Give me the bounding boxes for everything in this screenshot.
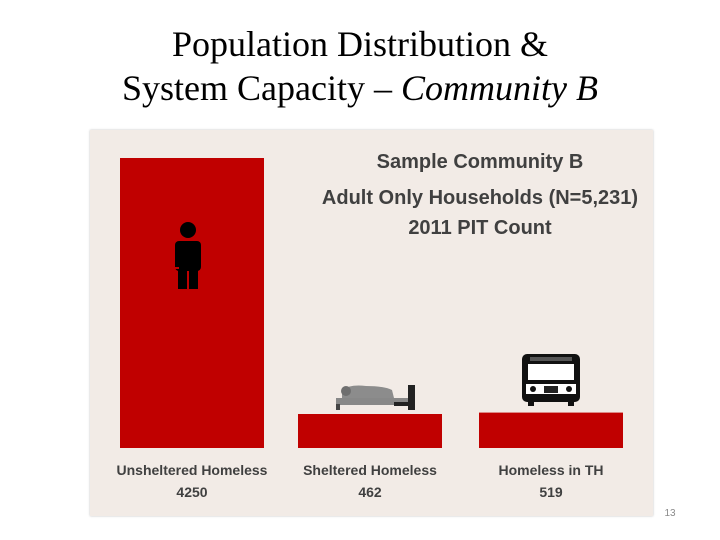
category-label-sheltered: Sheltered Homeless: [303, 462, 437, 478]
bar-unsheltered: [120, 158, 264, 448]
chart-title-line-2: Adult Only Households (N=5,231): [322, 187, 638, 209]
slide-title-line1: Population Distribution &: [171, 24, 548, 64]
bar-chart: Sample Community B Adult Only Households …: [117, 151, 639, 500]
bed-icon: [336, 385, 415, 410]
value-label-sheltered: 462: [358, 484, 382, 500]
slide-title: Population Distribution & System Capacit…: [0, 22, 720, 110]
slide-title-plain: System Capacity –: [122, 68, 401, 108]
bus-icon: [522, 354, 580, 406]
bar-th: [479, 412, 623, 448]
chart-title-line-1: Sample Community B: [377, 151, 584, 173]
bars: [120, 158, 623, 448]
bar-sheltered: [298, 414, 442, 448]
chart-title: Sample Community B Adult Only Households …: [322, 151, 638, 239]
slide-title-italic: Community B: [400, 68, 598, 108]
category-label-th: Homeless in TH: [498, 462, 603, 478]
chart-panel: Sample Community B Adult Only Households …: [90, 130, 653, 516]
slide-title-line2: System Capacity – Community B: [0, 66, 720, 110]
chart-title-line-3: 2011 PIT Count: [408, 217, 552, 239]
icons: [175, 222, 580, 410]
person-icon: [175, 222, 201, 289]
page-number: 13: [664, 508, 676, 519]
value-label-unsheltered: 4250: [176, 484, 207, 500]
category-labels: Unsheltered Homeless Sheltered Homeless Ho…: [117, 462, 604, 478]
value-labels: 4250 462 519: [176, 484, 562, 500]
value-label-th: 519: [539, 484, 563, 500]
category-label-unsheltered: Unsheltered Homeless: [117, 462, 268, 478]
